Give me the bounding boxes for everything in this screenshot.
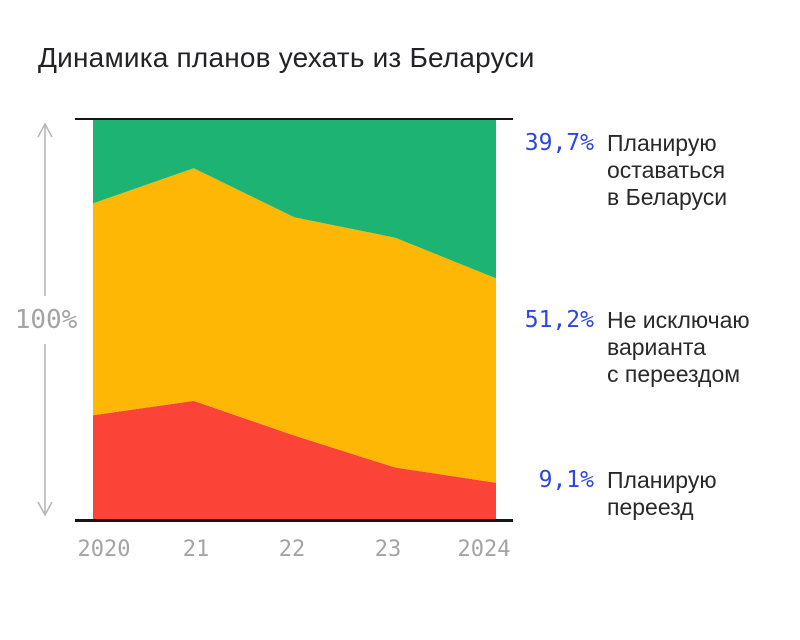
x-tick-label-22: 22	[278, 537, 306, 562]
legend-label-line: в Беларуси	[607, 184, 728, 210]
x-tick-label-23: 23	[374, 537, 402, 562]
area-maybe	[93, 168, 496, 483]
stacked-area-plot	[93, 120, 496, 519]
plot-top-rule	[75, 117, 513, 120]
legend-label-line: Планирую	[607, 130, 717, 156]
x-tick-label-21: 21	[182, 537, 210, 562]
legend-label-line: оставаться	[607, 157, 726, 183]
legend-value-stay: 39,7%	[524, 130, 594, 156]
y-axis-arrow-icon	[37, 122, 53, 517]
legend-label-maybe: Не исключаю варианта с переездом	[607, 307, 750, 388]
legend-label-line: Не исключаю	[607, 307, 750, 333]
y-axis-100-label: 100%	[14, 305, 78, 335]
chart-title: Динамика планов уехать из Беларуси	[38, 42, 535, 73]
x-tick-label-2024: 2024	[457, 537, 511, 562]
legend-label-move: Планирую переезд	[607, 467, 717, 521]
legend-value-move: 9,1%	[538, 467, 594, 493]
area-move	[93, 400, 496, 519]
legend-value-maybe: 51,2%	[524, 307, 594, 333]
x-axis-line	[75, 519, 513, 522]
legend-item-stay: 39,7% Планирую оставаться в Беларуси	[440, 130, 727, 211]
legend-label-line: переезд	[607, 494, 694, 520]
legend-label-line: с переездом	[607, 361, 741, 387]
area-stay	[93, 120, 496, 279]
legend-label-line: Планирую	[607, 467, 717, 493]
legend-label-line: варианта	[607, 334, 706, 360]
legend-label-stay: Планирую оставаться в Беларуси	[607, 130, 727, 211]
legend-item-move: 9,1% Планирую переезд	[440, 467, 717, 521]
legend-item-maybe: 51,2% Не исключаю варианта с переездом	[440, 307, 750, 388]
x-tick-label-2020: 2020	[77, 537, 131, 562]
